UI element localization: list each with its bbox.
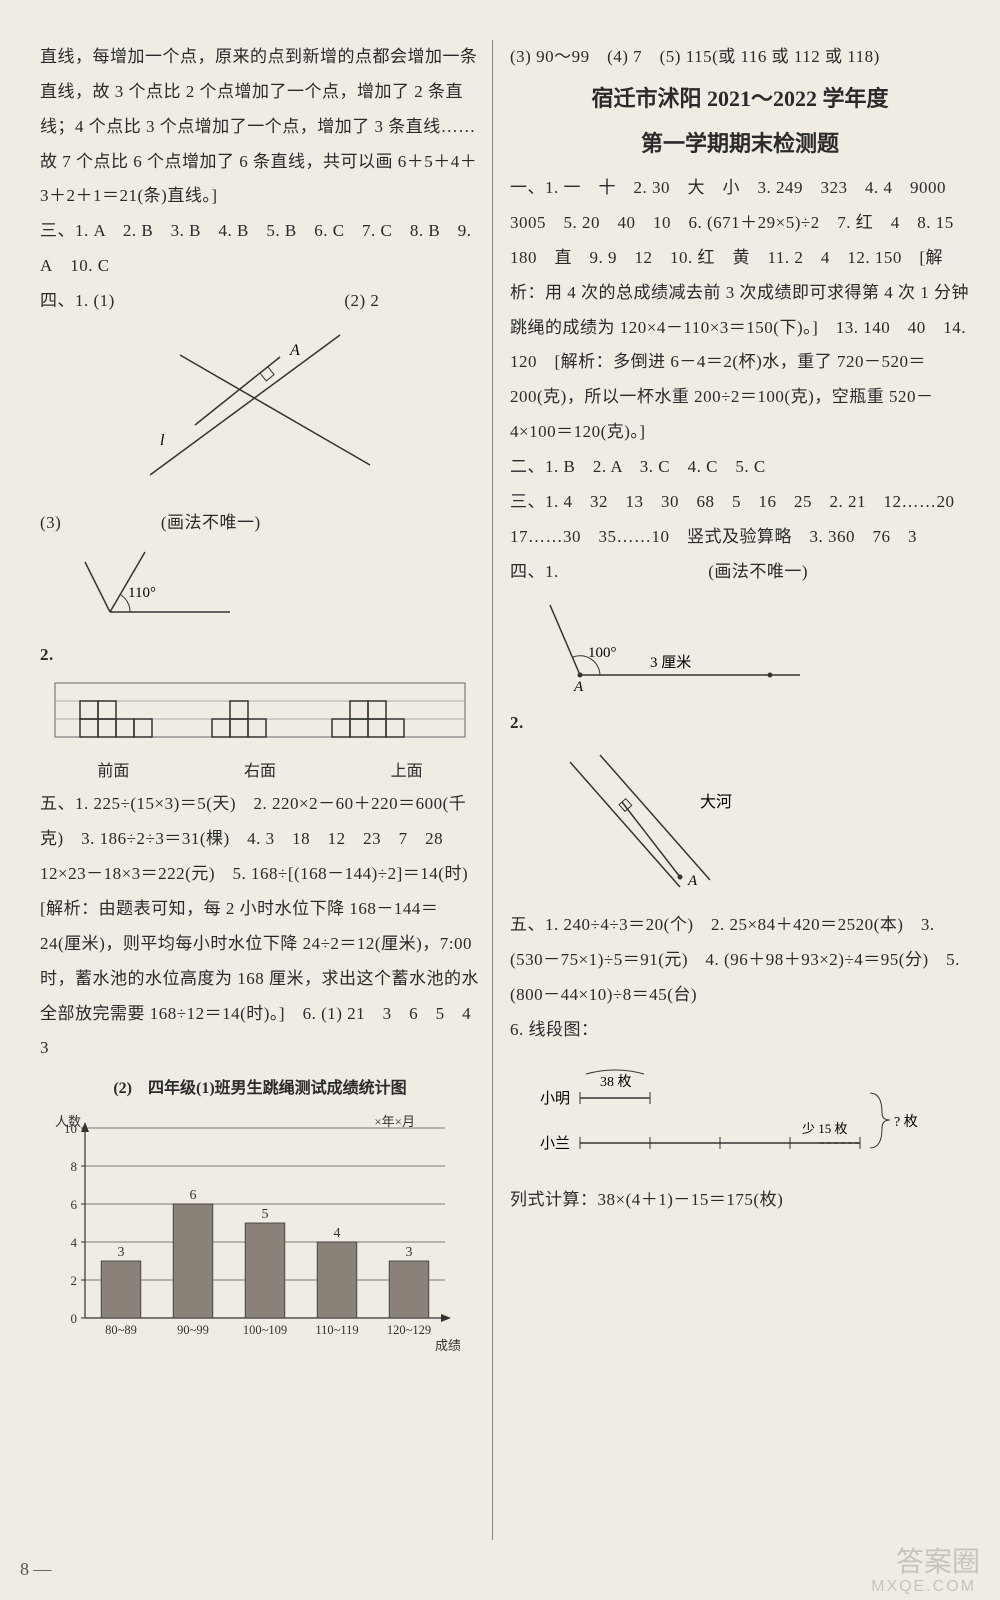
svg-text:3: 3 bbox=[118, 1245, 125, 1260]
svg-text:小兰: 小兰 bbox=[540, 1135, 570, 1152]
section-4: 四、1. (画法不唯一) bbox=[510, 555, 970, 590]
angle-segment-figure: 100° 3 厘米 A bbox=[510, 595, 970, 700]
svg-text:6: 6 bbox=[190, 1188, 197, 1203]
svg-text:成绩/下: 成绩/下 bbox=[435, 1338, 460, 1353]
svg-text:3 厘米: 3 厘米 bbox=[650, 654, 691, 671]
svg-text:8: 8 bbox=[71, 1159, 78, 1174]
svg-text:0: 0 bbox=[71, 1311, 78, 1326]
watermark-url: MXQE.COM bbox=[871, 1578, 976, 1596]
svg-text:80~89: 80~89 bbox=[105, 1323, 137, 1337]
river-figure: A 大河 bbox=[510, 747, 970, 902]
paper-title-2: 第一学期期末检测题 bbox=[510, 126, 970, 161]
svg-text:? 枚: ? 枚 bbox=[894, 1114, 918, 1130]
svg-text:100°: 100° bbox=[588, 645, 617, 661]
q4-prefix: 四、1. (1) bbox=[40, 291, 115, 310]
svg-text:A: A bbox=[573, 679, 584, 695]
svg-text:6: 6 bbox=[71, 1197, 78, 1212]
section-3: 三、1. A 2. B 3. B 4. B 5. B 6. C 7. C 8. … bbox=[40, 214, 480, 284]
s4-prefix: 四、1. bbox=[510, 562, 559, 581]
section-4-head: 四、1. (1) (2) 2 bbox=[40, 284, 480, 319]
svg-text:4: 4 bbox=[71, 1235, 78, 1250]
sub3-label: (3) bbox=[40, 513, 61, 532]
svg-text:2: 2 bbox=[71, 1273, 78, 1288]
bar-chart: 0246810人数×年×月成绩/下380~89690~995100~109411… bbox=[40, 1108, 460, 1358]
q4-answer2: (2) 2 bbox=[344, 291, 379, 310]
q2-label: 2. bbox=[40, 638, 480, 673]
q2-label: 2. bbox=[510, 706, 970, 741]
section-5: 五、1. 240÷4÷3＝20(个) 2. 25×84＋420＝2520(本) … bbox=[510, 908, 970, 1013]
segment-diagram: 小明 小兰 38 枚 少 15 枚 ? 枚 bbox=[510, 1058, 970, 1173]
drawing-note: (画法不唯一) bbox=[161, 513, 261, 532]
angle-text: 110° bbox=[128, 585, 156, 601]
q6-calc: 列式计算：38×(4＋1)－15＝175(枚) bbox=[510, 1183, 970, 1218]
paragraph: 直线，每增加一个点，原来的点到新增的点都会增加一条直线，故 3 个点比 2 个点… bbox=[40, 40, 480, 214]
view-right: 右面 bbox=[244, 757, 276, 781]
section-2: 二、1. B 2. A 3. C 4. C 5. C bbox=[510, 450, 970, 485]
angle-figure: 110° bbox=[40, 547, 480, 632]
svg-text:×年×月: ×年×月 bbox=[374, 1114, 415, 1129]
svg-text:A: A bbox=[289, 342, 300, 359]
column-divider bbox=[492, 40, 493, 1540]
continued-answers: (3) 90～99 (4) 7 (5) 115(或 116 或 112 或 11… bbox=[510, 40, 970, 75]
svg-text:5: 5 bbox=[262, 1207, 269, 1222]
svg-text:90~99: 90~99 bbox=[177, 1323, 209, 1337]
orthographic-views: 前面 右面 上面 bbox=[40, 678, 480, 781]
svg-text:大河: 大河 bbox=[700, 793, 732, 811]
svg-text:少 15 枚: 少 15 枚 bbox=[802, 1121, 848, 1136]
q4-sub3-row: (3) (画法不唯一) bbox=[40, 506, 480, 541]
svg-text:4: 4 bbox=[334, 1226, 341, 1241]
right-column: (3) 90～99 (4) 7 (5) 115(或 116 或 112 或 11… bbox=[510, 40, 970, 1580]
view-labels: 前面 右面 上面 bbox=[40, 757, 480, 781]
svg-text:110~119: 110~119 bbox=[315, 1323, 358, 1337]
svg-text:3: 3 bbox=[406, 1245, 413, 1260]
svg-text:人数: 人数 bbox=[55, 1114, 81, 1129]
svg-text:38 枚: 38 枚 bbox=[600, 1074, 632, 1090]
svg-text:100~109: 100~109 bbox=[243, 1323, 287, 1337]
view-front: 前面 bbox=[97, 757, 129, 781]
section-3: 三、1. 4 32 13 30 68 5 16 25 2. 21 12……20 … bbox=[510, 485, 970, 555]
view-top: 上面 bbox=[391, 757, 423, 781]
svg-text:120~129: 120~129 bbox=[387, 1323, 431, 1337]
section-5: 五、1. 225÷(15×3)＝5(天) 2. 220×2－60＋220＝600… bbox=[40, 787, 480, 1066]
svg-text:A: A bbox=[687, 873, 698, 889]
s4-note: (画法不唯一) bbox=[708, 562, 808, 581]
chart-title: (2) 四年级(1)班男生跳绳测试成绩统计图 bbox=[40, 1074, 480, 1098]
svg-text:l: l bbox=[160, 432, 165, 449]
q6-head: 6. 线段图： bbox=[510, 1013, 970, 1048]
geometry-figure-1: A l bbox=[40, 325, 480, 500]
svg-text:小明: 小明 bbox=[540, 1090, 570, 1107]
section-1: 一、1. 一 十 2. 30 大 小 3. 249 323 4. 4 9000 … bbox=[510, 171, 970, 450]
page-number: 8 — bbox=[20, 1559, 52, 1580]
left-column: 直线，每增加一个点，原来的点到新增的点都会增加一条直线，故 3 个点比 2 个点… bbox=[40, 40, 480, 1580]
watermark-logo: 答案圈 bbox=[896, 1540, 980, 1580]
paper-title-1: 宿迁市沭阳 2021～2022 学年度 bbox=[510, 81, 970, 116]
